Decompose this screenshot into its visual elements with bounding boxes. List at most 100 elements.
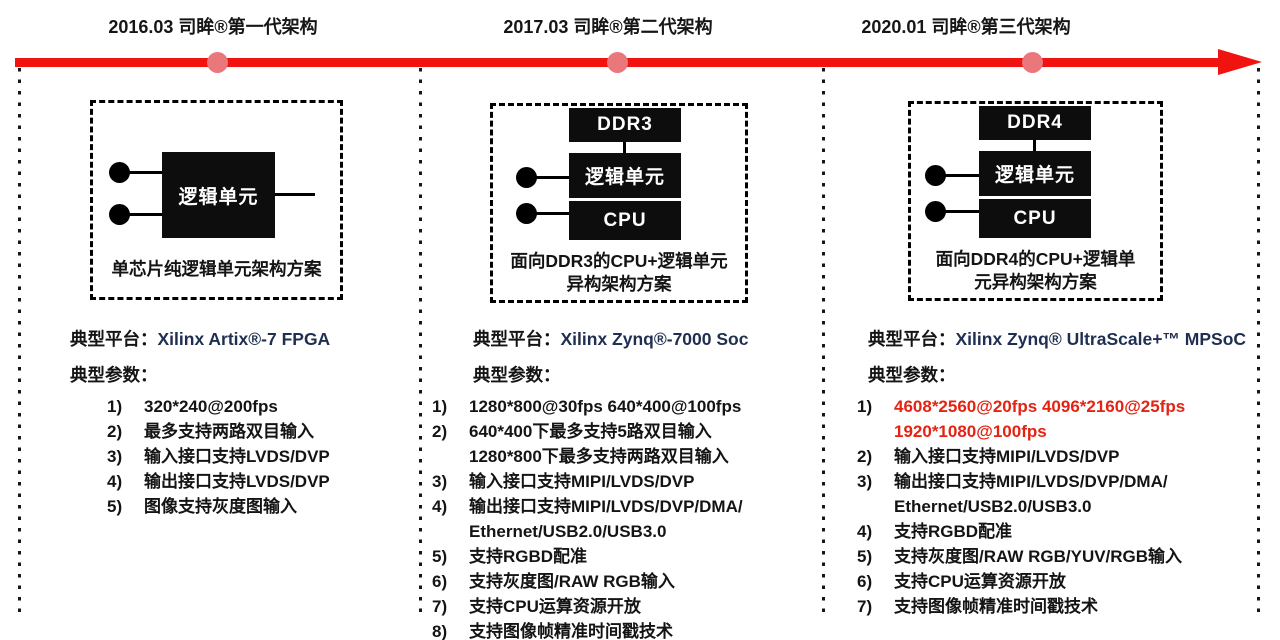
input-port-dot: [516, 167, 537, 188]
param-text: 支持图像帧精准时间戳技术: [469, 622, 673, 640]
param-text: 4608*2560@20fps 4096*2160@25fps: [894, 397, 1186, 416]
caption-line: 面向DDR4的CPU+逻辑单: [935, 249, 1136, 269]
param-text: 320*240@200fps: [144, 397, 278, 416]
param-text: Ethernet/USB2.0/USB3.0: [894, 497, 1092, 516]
input-wire: [536, 212, 569, 215]
param-item-continuation: 1280*800下最多支持两路双目输入: [432, 444, 743, 469]
input-wire: [129, 213, 163, 216]
param-number: 2): [107, 422, 123, 441]
platform-value: Xilinx Artix®-7 FPGA: [157, 329, 331, 349]
input-wire: [536, 176, 569, 179]
param-item: 2) 输入接口支持MIPI/LVDS/DVP: [857, 444, 1185, 469]
param-number: 2): [857, 447, 873, 466]
column-separator-1: [18, 68, 21, 613]
gen3-params-label: 典型参数：: [868, 365, 956, 385]
param-number: 4): [857, 522, 873, 541]
param-text: 图像支持灰度图输入: [144, 497, 297, 516]
logic-unit-label: 逻辑单元: [584, 167, 665, 188]
platform-value: Xilinx Zynq®-7000 Soc: [560, 329, 749, 349]
output-wire: [275, 193, 315, 196]
param-item-continuation: Ethernet/USB2.0/USB3.0: [432, 519, 743, 544]
param-text: 支持灰度图/RAW RGB/YUV/RGB输入: [894, 547, 1183, 566]
ddr3-chip: DDR3: [569, 108, 681, 142]
param-number: 1): [432, 397, 448, 416]
param-text: Ethernet/USB2.0/USB3.0: [469, 522, 667, 541]
input-port-dot: [925, 165, 946, 186]
param-item-highlighted: 1) 4608*2560@20fps 4096*2160@25fps: [857, 394, 1185, 419]
gen3-platform-line: 典型平台：Xilinx Zynq® UltraScale+™ MPSoC: [868, 326, 1246, 351]
column-separator-2: [419, 68, 422, 613]
param-item: 7) 支持CPU运算资源开放: [432, 594, 743, 619]
gen2-params-label: 典型参数：: [473, 365, 561, 385]
caption-line: 面向DDR3的CPU+逻辑单元: [510, 251, 728, 271]
param-text: 输入接口支持MIPI/LVDS/DVP: [894, 447, 1120, 466]
timeline-dot-gen2: [607, 52, 628, 73]
param-item: 3) 输出接口支持MIPI/LVDS/DVP/DMA/: [857, 469, 1185, 494]
milestone-label-gen1: 2016.03 司眸®第一代架构: [108, 17, 318, 37]
param-item: 7) 支持图像帧精准时间戳技术: [857, 594, 1185, 619]
param-item: 2) 最多支持两路双目输入: [107, 419, 330, 444]
milestone-label-gen3: 2020.01 司眸®第三代架构: [861, 17, 1071, 37]
param-number: 5): [857, 547, 873, 566]
param-text: 1280*800下最多支持两路双目输入: [469, 447, 729, 466]
param-text: 支持CPU运算资源开放: [469, 597, 641, 616]
param-text: 输出接口支持LVDS/DVP: [144, 472, 330, 491]
param-number: 3): [432, 472, 448, 491]
param-text: 最多支持两路双目输入: [144, 422, 314, 441]
param-number: 7): [857, 597, 873, 616]
param-text: 640*400下最多支持5路双目输入: [469, 422, 712, 441]
gen1-platform-line: 典型平台：Xilinx Artix®-7 FPGA: [70, 326, 330, 351]
logic-unit-chip: 逻辑单元: [162, 152, 275, 238]
timeline-arrowhead-icon: [1218, 49, 1262, 75]
param-number: 8): [432, 622, 448, 640]
stack-divider: [569, 198, 681, 201]
column-separator-3: [822, 68, 825, 613]
logic-unit-chip: 逻辑单元: [569, 153, 681, 198]
timeline-dot-gen3: [1022, 52, 1043, 73]
cpu-chip: CPU: [979, 199, 1091, 238]
param-text: 支持图像帧精准时间戳技术: [894, 597, 1098, 616]
gen2-platform-line: 典型平台：Xilinx Zynq®-7000 Soc: [473, 326, 748, 351]
param-text: 1280*800@30fps 640*400@100fps: [469, 397, 742, 416]
gen2-architecture-box: DDR3 逻辑单元 CPU 面向DDR3的CPU+逻辑单元 异构架构方案: [490, 103, 748, 303]
param-item: 8) 支持图像帧精准时间戳技术: [432, 619, 743, 640]
input-port-dot: [516, 203, 537, 224]
logic-cpu-stack: 逻辑单元 CPU: [569, 153, 681, 240]
caption-line: 异构架构方案: [566, 274, 672, 294]
input-port-dot: [925, 201, 946, 222]
param-text: 输出接口支持MIPI/LVDS/DVP/DMA/: [894, 472, 1168, 491]
param-number: 1): [107, 397, 123, 416]
param-number: 3): [107, 447, 123, 466]
logic-unit-label: 逻辑单元: [994, 165, 1075, 186]
param-number: 3): [857, 472, 873, 491]
gen1-architecture-box: 逻辑单元 单芯片纯逻辑单元架构方案: [90, 100, 343, 300]
gen2-params-list: 1) 1280*800@30fps 640*400@100fps 2) 640*40…: [432, 394, 743, 640]
param-item: 3) 输入接口支持LVDS/DVP: [107, 444, 330, 469]
input-port-dot: [109, 162, 130, 183]
logic-cpu-stack: 逻辑单元 CPU: [979, 151, 1091, 238]
param-item: 4) 支持RGBD配准: [857, 519, 1185, 544]
ddr4-label: DDR4: [1007, 112, 1063, 133]
gen3-architecture-box: DDR4 逻辑单元 CPU 面向DDR4的CPU+逻辑单 元异构架构方案: [908, 101, 1163, 301]
column-separator-4: [1257, 68, 1260, 613]
param-item: 5) 图像支持灰度图输入: [107, 494, 330, 519]
param-text: 支持RGBD配准: [894, 522, 1013, 541]
param-number: 7): [432, 597, 448, 616]
param-item: 4) 输出接口支持LVDS/DVP: [107, 469, 330, 494]
gen1-params-label: 典型参数：: [70, 365, 158, 385]
param-number: 1): [857, 397, 873, 416]
caption-line: 单芯片纯逻辑单元架构方案: [111, 259, 322, 279]
param-item: 3) 输入接口支持MIPI/LVDS/DVP: [432, 469, 743, 494]
param-text: 1920*1080@100fps: [894, 422, 1047, 441]
logic-unit-label: 逻辑单元: [178, 186, 259, 208]
param-number: 4): [432, 497, 448, 516]
caption-line: 元异构架构方案: [974, 272, 1097, 292]
param-item: 2) 640*400下最多支持5路双目输入: [432, 419, 743, 444]
input-wire: [129, 171, 163, 174]
platform-label: 典型平台：: [868, 329, 956, 349]
param-text: 支持CPU运算资源开放: [894, 572, 1066, 591]
param-item: 5) 支持灰度图/RAW RGB/YUV/RGB输入: [857, 544, 1185, 569]
param-item-continuation: 1920*1080@100fps: [857, 419, 1185, 444]
param-item: 6) 支持CPU运算资源开放: [857, 569, 1185, 594]
